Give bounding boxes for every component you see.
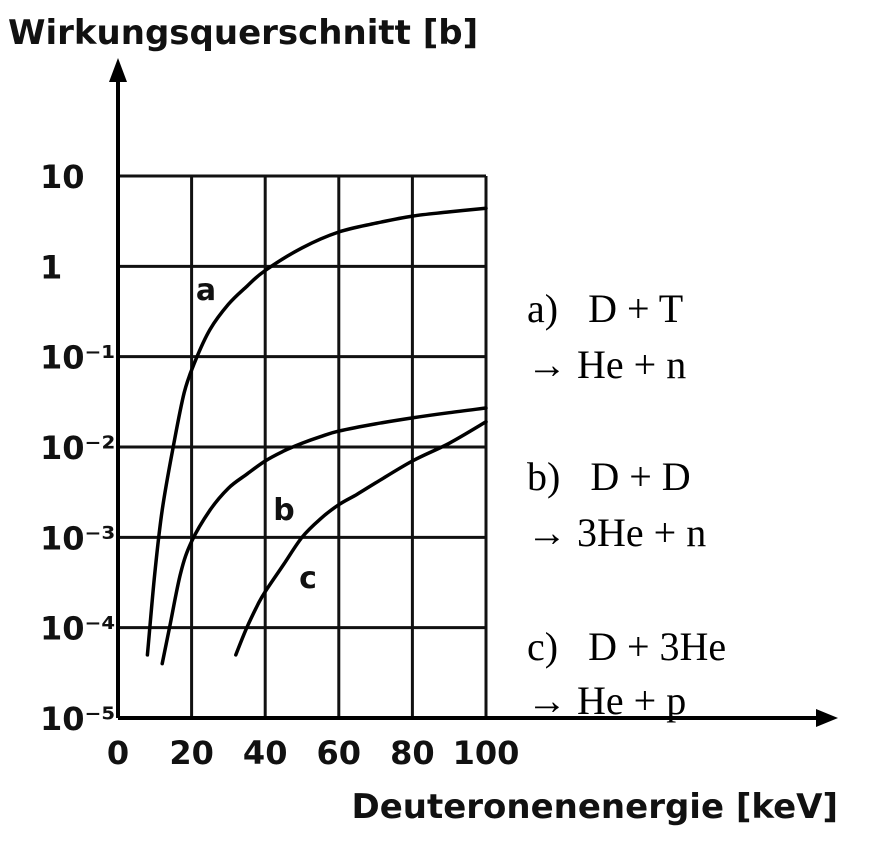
grid (118, 174, 488, 718)
curve-label-c: c (299, 561, 317, 596)
x-tick-label: 40 (243, 734, 288, 772)
y-tick-label: 1 (40, 248, 62, 286)
tick-labels: 0 20 40 60 80 100 10 1 10⁻¹ 10⁻² 10⁻³ 10⁻⁴ 10⁻⁵ (40, 158, 519, 772)
curve-a (145, 206, 488, 657)
curves (145, 206, 488, 666)
x-tick-label: 60 (317, 734, 362, 772)
legend-product-a: → He + n (527, 342, 686, 387)
y-tick-label: 10 (40, 158, 85, 196)
y-tick-label: 10⁻⁵ (40, 700, 115, 738)
x-tick-label: 100 (453, 734, 520, 772)
y-tick-label: 10⁻⁴ (40, 610, 115, 648)
curve-label-a: a (196, 273, 216, 308)
legend-product-c: → He + p (527, 678, 686, 723)
x-tick-label: 0 (107, 734, 129, 772)
legend-product-b: → 3He + n (527, 510, 706, 555)
x-axis-title: Deuteronenenergie [keV] (351, 787, 838, 827)
y-tick-label: 10⁻³ (40, 519, 115, 557)
x-tick-label: 80 (390, 734, 435, 772)
legend: a) D + T → He + n b) D + D → 3He + n c) … (527, 286, 726, 723)
x-axis-arrow (816, 709, 838, 727)
y-tick-label: 10⁻² (40, 429, 115, 467)
curve-c (234, 420, 488, 657)
legend-label-a: a) D + T (527, 286, 683, 331)
y-axis-title: Wirkungsquerschnitt [b] (8, 13, 478, 53)
x-tick-label: 20 (169, 734, 214, 772)
axes (109, 58, 838, 727)
curve-labels: a bc (196, 273, 317, 596)
y-tick-label: 10⁻¹ (40, 339, 115, 377)
legend-label-b: b) D + D (527, 454, 691, 499)
curve-b (160, 406, 488, 666)
legend-label-c: c) D + 3He (527, 624, 726, 669)
y-axis-arrow (109, 58, 127, 82)
curve-label-b: b (273, 493, 294, 528)
